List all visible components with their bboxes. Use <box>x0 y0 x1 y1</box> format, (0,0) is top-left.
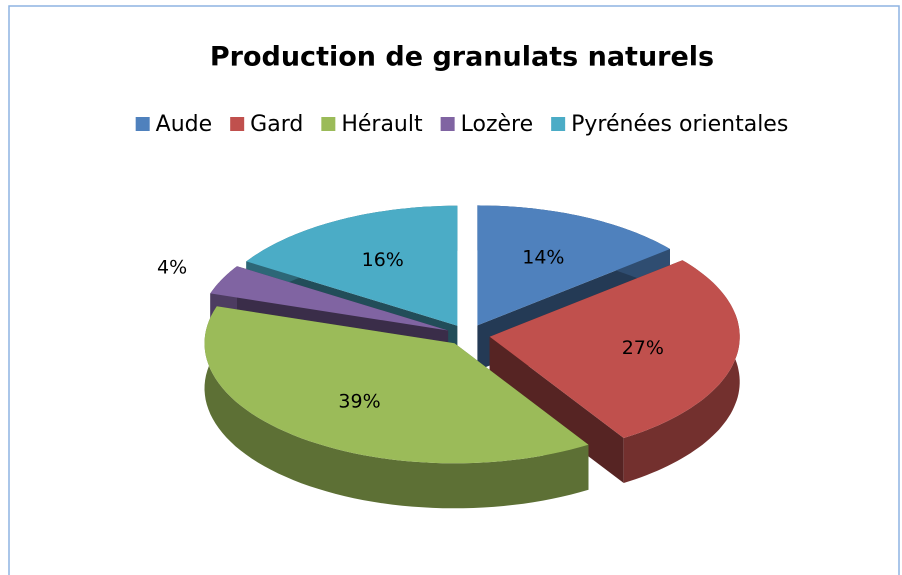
legend-label: Gard <box>250 112 303 137</box>
legend-swatch <box>440 117 455 131</box>
slice <box>210 266 449 331</box>
legend: Aude Gard Hérault Lozère Pyrénées orientales <box>135 112 788 137</box>
data-label: 27% <box>622 337 664 359</box>
slice <box>204 306 589 464</box>
slice <box>246 205 458 326</box>
slice-side <box>489 336 624 483</box>
data-label: 4% <box>157 257 187 279</box>
legend-label: Pyrénées orientales <box>571 112 788 137</box>
slice-wall <box>204 306 589 509</box>
legend-swatch <box>551 117 566 131</box>
legend-swatch <box>135 117 150 131</box>
legend-label: Aude <box>156 112 213 137</box>
chart-title: Production de granulats naturels <box>210 42 714 73</box>
legend-label: Hérault <box>341 112 423 137</box>
legend-label: Lozère <box>461 112 534 137</box>
legend-swatch <box>321 117 336 131</box>
data-label: 14% <box>522 247 564 269</box>
slice <box>477 205 670 326</box>
legend-swatch <box>230 117 245 131</box>
data-label: 16% <box>362 249 404 271</box>
data-label: 39% <box>338 391 380 413</box>
slice <box>489 260 740 438</box>
